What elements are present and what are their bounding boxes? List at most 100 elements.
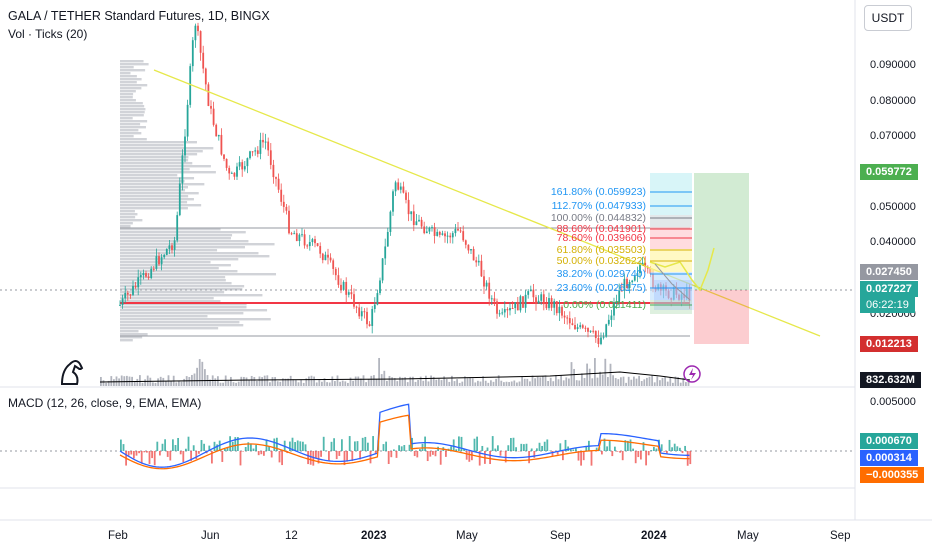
macd-hist-badge: 0.000670 [860,433,918,449]
volume-bar [640,381,643,386]
macd-hist-bar [281,451,283,466]
volume-bar [492,381,495,386]
candle-body [620,290,623,292]
macd-hist-bar [497,445,499,451]
volume-profile-bar [120,174,178,177]
volume-profile-bar [120,120,148,123]
volume-bar [664,377,666,386]
candle-body [181,155,184,184]
volume-bar [635,378,638,386]
volume-bar [622,376,625,386]
candle-body [298,234,301,241]
candle-body [319,246,322,254]
macd-hist-bar [684,445,686,451]
macd-hist-bar [634,451,637,464]
volume-profile-bar [120,135,134,138]
volume-bar [232,382,235,386]
volume-bar [609,363,612,386]
volume-bar [518,381,521,386]
volume-bar [269,382,271,386]
candle-body [360,311,363,317]
macd-hist-bar [489,451,491,465]
candle-body [142,272,145,276]
macd-hist-bar [361,437,364,451]
macd-hist-bar [364,436,367,451]
volume-bar [144,379,146,386]
volume-bar [521,376,523,386]
volume-indicator-label[interactable]: Vol · Ticks (20) [8,27,88,41]
volume-profile-bar [120,255,270,258]
candle-body [334,268,337,276]
target-price-badge: 0.059772 [860,164,918,180]
volume-profile-bar [120,162,193,165]
macd-hist-bar [429,451,432,457]
macd-hist-bar [400,446,403,451]
candle-body [428,227,431,232]
lightning-icon[interactable] [683,365,701,383]
macd-hist-bar [341,439,343,451]
candle-body [483,276,485,287]
candle-body [503,309,506,313]
candle-body [399,186,402,190]
position-stop-zone[interactable] [694,290,749,344]
volume-bar [201,361,204,386]
candle-body [561,306,563,316]
currency-selector[interactable]: USDT [864,5,912,31]
volume-bar [198,359,201,386]
candle-body [464,240,467,245]
candle-body [584,327,587,329]
volume-profile-bar [120,252,259,255]
position-target-zone[interactable] [694,173,749,290]
candle-body [568,318,571,324]
time-tick: Jun [201,530,220,542]
volume-bar [677,377,679,386]
volume-profile-bar [120,63,149,66]
candle-body [563,315,566,318]
candle-body [178,183,181,216]
macd-indicator-label[interactable]: MACD (12, 26, close, 9, EMA, EMA) [8,396,202,410]
volume-bar [536,376,539,386]
volume-bar [235,382,237,386]
fib-level-label: 50.00% (0.032622) [557,255,646,267]
trend-line[interactable] [153,69,821,337]
candle-body [194,25,197,41]
volume-profile-bar [120,72,131,75]
macd-hist-bar [172,439,174,451]
volume-profile-bar [120,75,137,78]
volume-profile [120,60,277,342]
volume-bar [313,376,315,386]
volume-bar [300,379,302,386]
candle-body [553,301,556,308]
volume-bar [282,378,284,386]
macd-hist-bar [426,451,429,462]
candle-body [618,290,621,303]
candle-body [384,246,387,259]
macd-hist-bar [338,451,341,456]
macd-hist-bar [182,451,185,463]
volume-profile-bar [120,156,189,159]
candle-body [342,281,345,290]
volume-bar [141,382,144,386]
macd-hist-bar [367,442,369,451]
volume-bar [612,375,614,386]
volume-profile-bar [120,177,195,180]
candle-body [472,248,475,261]
volume-bar [596,377,599,386]
macd-hist-bar [621,451,624,461]
volume-bar [490,380,492,386]
volume-bar [456,379,458,386]
volume-profile-bar [120,279,226,282]
candle-body [610,315,613,320]
candle-body [321,253,324,261]
candle-body [628,282,631,289]
macd-hist-bar [640,451,642,460]
macd-hist-bar [452,439,455,451]
forecast-path[interactable] [649,247,715,292]
volume-bar [274,377,276,386]
volume-profile-bar [120,327,219,330]
volume-bar [256,380,258,386]
volume-bar [404,377,406,386]
macd-hist-bar [135,451,138,456]
candle-body [613,302,615,316]
